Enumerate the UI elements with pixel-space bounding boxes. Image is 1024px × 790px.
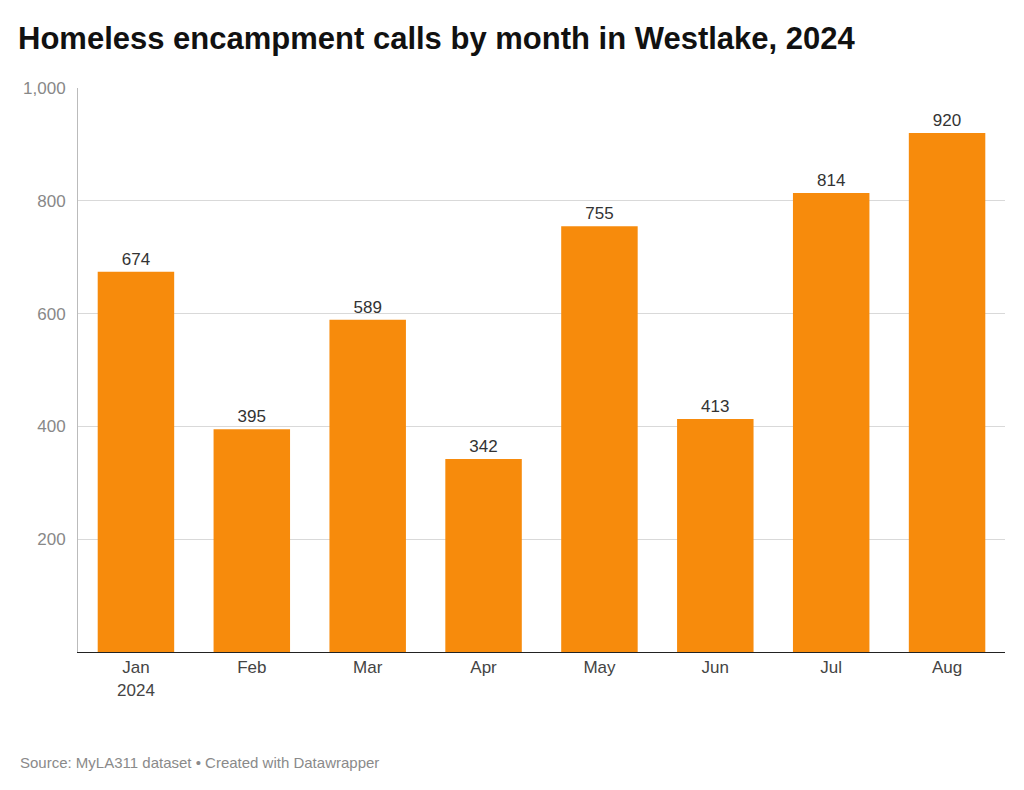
svg-text:342: 342 <box>469 437 497 456</box>
svg-text:413: 413 <box>701 397 729 416</box>
svg-text:Jan2024: Jan2024 <box>117 658 155 699</box>
svg-text:Homeless encampment calls by m: Homeless encampment calls by month in We… <box>18 21 856 56</box>
svg-text:Jun: Jun <box>702 658 729 677</box>
svg-text:200: 200 <box>37 530 65 549</box>
svg-text:755: 755 <box>585 204 613 223</box>
svg-text:589: 589 <box>354 298 382 317</box>
svg-text:Jul: Jul <box>820 658 842 677</box>
svg-text:395: 395 <box>238 407 266 426</box>
svg-text:Aug: Aug <box>932 658 962 677</box>
svg-text:Feb: Feb <box>237 658 266 677</box>
svg-text:600: 600 <box>37 305 65 324</box>
svg-text:Apr: Apr <box>470 658 497 677</box>
svg-text:814: 814 <box>817 171 845 190</box>
svg-text:400: 400 <box>37 417 65 436</box>
svg-text:920: 920 <box>933 111 961 130</box>
svg-text:Source: MyLA311 dataset • Crea: Source: MyLA311 dataset • Created with D… <box>20 754 379 771</box>
svg-text:1,000: 1,000 <box>23 79 66 98</box>
svg-text:800: 800 <box>37 192 65 211</box>
svg-text:May: May <box>583 658 616 677</box>
svg-text:Mar: Mar <box>353 658 383 677</box>
svg-text:674: 674 <box>122 250 150 269</box>
